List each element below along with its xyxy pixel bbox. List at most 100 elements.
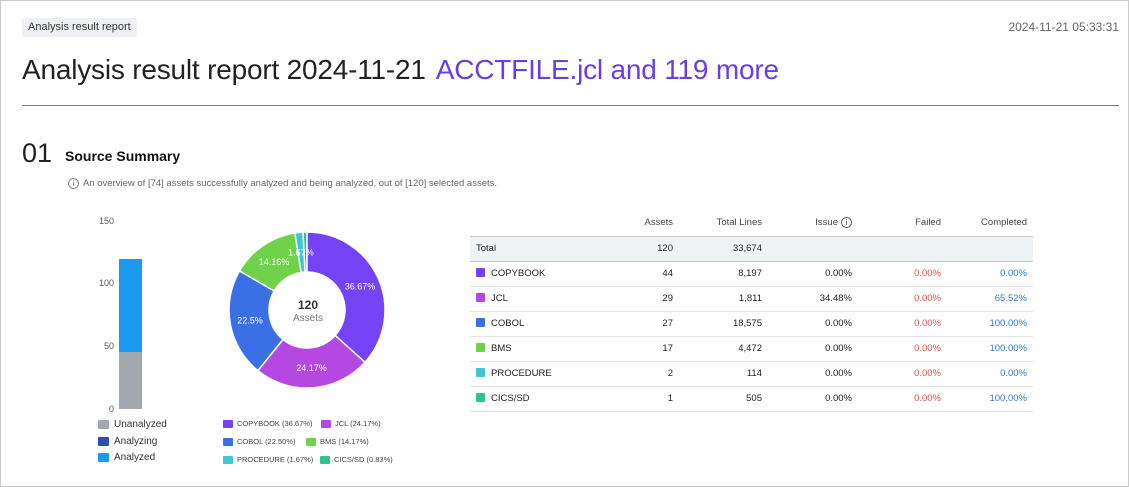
legend-label: COPYBOOK (36.67%) bbox=[237, 419, 313, 428]
section-number: 01 bbox=[22, 138, 53, 168]
cell-completed: 100.00% bbox=[947, 311, 1033, 337]
legend-swatch bbox=[98, 420, 109, 429]
column-header-assets: Assets bbox=[644, 217, 673, 229]
legend-bms[interactable]: BMS (14.17%) bbox=[306, 437, 369, 446]
issue-header-label: Issue bbox=[815, 217, 838, 229]
legend-jcl[interactable]: JCL (24.17%) bbox=[321, 419, 381, 428]
donut-slice-label: 36.67% bbox=[345, 281, 376, 291]
table-row[interactable]: COPYBOOK 44 8,197 0.00% 0.00% 0.00% bbox=[470, 261, 1033, 287]
info-circle-icon[interactable]: i bbox=[841, 217, 852, 229]
table-row[interactable]: CICS/SD 1 505 0.00% 0.00% 100.00% bbox=[470, 386, 1033, 412]
cell-name: BMS bbox=[470, 336, 582, 362]
cell-failed: 0.00% bbox=[858, 286, 947, 312]
column-header-issue: Issue i bbox=[768, 210, 858, 236]
column-header-completed: Completed bbox=[981, 217, 1027, 229]
y-tick-label: 50 bbox=[103, 341, 114, 351]
cell-lines: 18,575 bbox=[679, 311, 768, 337]
donut-center-label: Assets bbox=[293, 313, 323, 324]
donut-chart: 120 Assets 36.67% 24.17% 22.5% 14.16%1.67% bbox=[228, 231, 386, 389]
cell-failed: 0.00% bbox=[858, 261, 947, 287]
type-swatch bbox=[476, 368, 485, 377]
cell-issue: 0.00% bbox=[768, 386, 858, 412]
cell-assets: 120 bbox=[582, 235, 679, 262]
donut-slice-copybook[interactable] bbox=[306, 231, 386, 364]
legend-swatch bbox=[223, 419, 233, 428]
legend-cics-sd[interactable]: CICS/SD (0.83%) bbox=[320, 455, 393, 464]
cell-lines: 114 bbox=[679, 361, 768, 387]
legend-analyzed[interactable]: Analyzed bbox=[98, 452, 155, 463]
cell-name: JCL bbox=[470, 286, 582, 312]
section-info: i An overview of [74] assets successfull… bbox=[68, 178, 497, 189]
cell-issue bbox=[768, 235, 858, 262]
cell-failed bbox=[858, 235, 947, 262]
donut-center-value: 120 bbox=[298, 298, 318, 312]
legend-swatch bbox=[321, 419, 331, 428]
cell-assets: 1 bbox=[582, 386, 679, 412]
legend-label: BMS (14.17%) bbox=[320, 437, 369, 446]
donut-slice-label: 22.5% bbox=[237, 316, 263, 326]
type-swatch bbox=[476, 293, 485, 302]
type-swatch bbox=[476, 393, 485, 402]
title-asset-link[interactable]: ACCTFILE.jcl and 119 more bbox=[435, 54, 779, 85]
cell-lines: 8,197 bbox=[679, 261, 768, 287]
cell-issue: 0.00% bbox=[768, 311, 858, 337]
y-tick-label: 100 bbox=[98, 278, 114, 288]
cell-assets: 2 bbox=[582, 361, 679, 387]
cell-issue: 0.00% bbox=[768, 336, 858, 362]
table-row[interactable]: PROCEDURE 2 114 0.00% 0.00% 0.00% bbox=[470, 361, 1033, 387]
cell-lines: 505 bbox=[679, 386, 768, 412]
legend-analyzing[interactable]: Analyzing bbox=[98, 436, 157, 447]
cell-assets: 27 bbox=[582, 311, 679, 337]
type-label: JCL bbox=[491, 293, 508, 304]
cell-assets: 17 bbox=[582, 336, 679, 362]
legend-swatch bbox=[98, 437, 109, 446]
cell-issue: 0.00% bbox=[768, 261, 858, 287]
legend-swatch bbox=[320, 455, 330, 464]
legend-label: CICS/SD (0.83%) bbox=[334, 455, 393, 464]
cell-completed: 100.00% bbox=[947, 336, 1033, 362]
table-row[interactable]: JCL 29 1,811 34.48% 0.00% 65.52% bbox=[470, 286, 1033, 312]
type-label: PROCEDURE bbox=[491, 368, 552, 379]
donut-slice-cobol[interactable] bbox=[228, 269, 285, 372]
page-title: Analysis result report 2024-11-21 ACCTFIL… bbox=[22, 54, 779, 86]
cell-name: Total bbox=[470, 235, 582, 262]
title-divider bbox=[22, 105, 1119, 106]
bar-segment-unanalyzed[interactable] bbox=[119, 351, 142, 409]
info-circle-icon: i bbox=[68, 178, 79, 189]
cell-completed: 65.52% bbox=[947, 286, 1033, 312]
legend-label: Analyzing bbox=[114, 436, 158, 447]
donut-hole bbox=[270, 273, 344, 347]
section-info-text: An overview of [74] assets successfully … bbox=[83, 178, 498, 189]
cell-failed: 0.00% bbox=[858, 386, 947, 412]
cell-completed: 0.00% bbox=[947, 261, 1033, 287]
type-swatch bbox=[476, 343, 485, 352]
cell-lines: 1,811 bbox=[679, 286, 768, 312]
donut-slice-jcl[interactable] bbox=[256, 334, 367, 389]
table-row[interactable]: BMS 17 4,472 0.00% 0.00% 100.00% bbox=[470, 336, 1033, 362]
bar-segment-analyzed[interactable] bbox=[119, 259, 142, 352]
type-label: COBOL bbox=[491, 318, 525, 329]
table-total-row: Total 120 33,674 bbox=[470, 235, 1033, 262]
legend-cobol[interactable]: COBOL (22.50%) bbox=[223, 437, 296, 446]
legend-unanalyzed[interactable]: Unanalyzed bbox=[98, 419, 167, 430]
cell-name: PROCEDURE bbox=[470, 361, 582, 387]
legend-copybook[interactable]: COPYBOOK (36.67%) bbox=[223, 419, 312, 428]
type-swatch bbox=[476, 268, 485, 277]
cell-completed: 0.00% bbox=[947, 361, 1033, 387]
section-title: Source Summary bbox=[65, 148, 181, 164]
legend-swatch bbox=[223, 437, 233, 446]
cell-failed: 0.00% bbox=[858, 311, 947, 337]
cell-name: COPYBOOK bbox=[470, 261, 582, 287]
table-header-row: Assets Total Lines Issue i Failed Complet… bbox=[470, 210, 1033, 236]
cell-assets: 44 bbox=[582, 261, 679, 287]
table-row[interactable]: COBOL 27 18,575 0.00% 0.00% 100.00% bbox=[470, 311, 1033, 337]
cell-assets: 29 bbox=[582, 286, 679, 312]
donut-slice-bms[interactable] bbox=[238, 232, 302, 293]
report-badge: Analysis result report bbox=[22, 18, 137, 37]
column-header-total-lines: Total Lines bbox=[716, 217, 762, 229]
cell-issue: 34.48% bbox=[768, 286, 858, 312]
column-header-failed: Failed bbox=[915, 217, 941, 229]
legend-label: JCL (24.17%) bbox=[335, 419, 381, 428]
summary-table: Assets Total Lines Issue i Failed Complet… bbox=[470, 210, 1033, 412]
legend-procedure[interactable]: PROCEDURE (1.67%) bbox=[223, 455, 313, 464]
